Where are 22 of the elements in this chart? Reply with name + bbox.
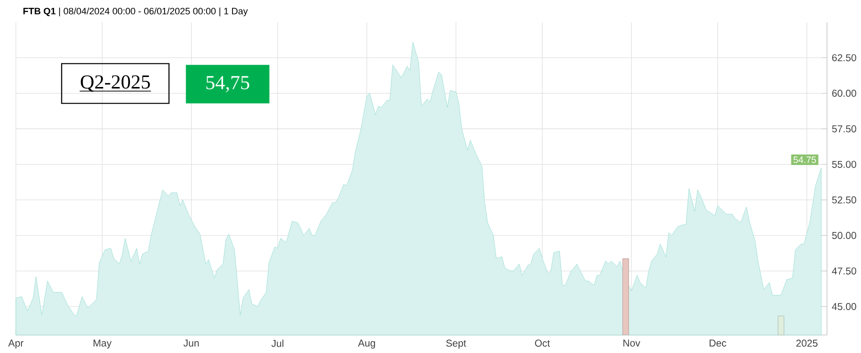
x-tick-label: Jul: [271, 340, 284, 347]
x-tick-label: Jun: [183, 340, 199, 347]
y-tick-label: 62.50: [832, 54, 856, 62]
x-tick-label: Oct: [535, 340, 550, 347]
x-tick-label: Nov: [623, 340, 640, 347]
y-tick-label: 55.00: [832, 160, 856, 168]
annotation: 54,75: [206, 76, 250, 92]
x-tick-label: May: [94, 340, 112, 349]
chart-title: FTB Q1 | 08/04/2024 00:00 - 06/01/2025 00:00 | 1 Day: [23, 8, 248, 16]
annotation: 54.75: [794, 156, 816, 163]
y-tick-label: 47.50: [832, 267, 856, 274]
y-tick-label: 45.00: [832, 302, 856, 310]
x-tick-label: Aug: [358, 340, 376, 349]
y-tick-label: 52.50: [832, 196, 856, 204]
x-tick-label: Apr: [8, 340, 24, 349]
x-tick-label: Dec: [710, 340, 726, 347]
annotation: Q2-2025: [80, 75, 150, 92]
y-tick-label: 60.00: [832, 90, 856, 97]
y-tick-label: 50.00: [832, 232, 856, 239]
x-tick-label: 2025: [796, 340, 818, 347]
y-tick-label: 57.50: [832, 125, 856, 132]
x-tick-label: Sept: [446, 340, 466, 349]
